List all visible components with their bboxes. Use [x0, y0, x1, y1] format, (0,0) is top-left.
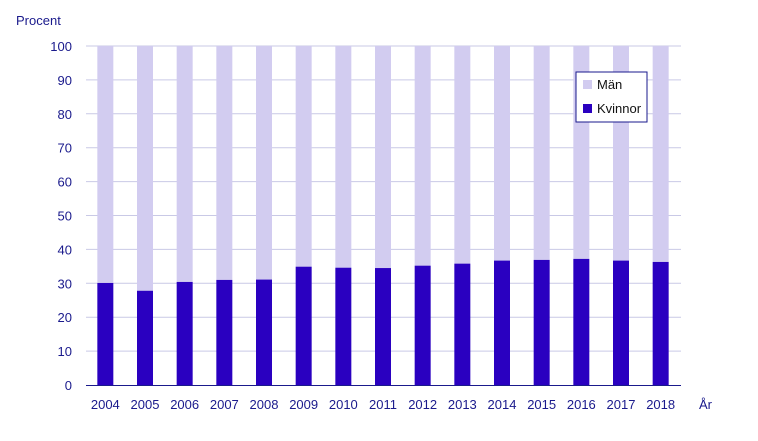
- x-tick-label: 2015: [527, 397, 556, 412]
- bar-kvinnor: [652, 261, 669, 385]
- bar-kvinnor: [375, 268, 391, 385]
- x-tick-labels: 2004 2005 2006 2007 2008 2009 2010 2011 2012 2013…: [91, 397, 675, 412]
- x-axis-label: År: [699, 397, 713, 412]
- bar-man: [414, 46, 431, 266]
- x-tick-label: 2008: [250, 397, 279, 412]
- x-tick-label: 2016: [567, 397, 596, 412]
- x-tick-label: 2012: [408, 397, 437, 412]
- bar-kvinnor: [295, 266, 312, 385]
- bar-kvinnor: [176, 281, 193, 385]
- legend-swatch-man: [583, 80, 592, 89]
- bar-man: [533, 46, 550, 260]
- y-tick-label: 10: [58, 344, 72, 359]
- bar-kvinnor: [137, 290, 153, 385]
- y-tick-label: 70: [58, 141, 72, 156]
- bar-kvinnor: [216, 279, 233, 385]
- bar-kvinnor: [256, 279, 272, 385]
- legend: Män Kvinnor: [575, 71, 648, 123]
- bar-kvinnor: [573, 258, 590, 385]
- bar-man: [494, 46, 510, 261]
- y-tick-label: 90: [58, 73, 72, 88]
- x-tick-label: 2007: [210, 397, 239, 412]
- y-tick-label: 40: [58, 242, 72, 257]
- bars: [97, 46, 669, 385]
- bar-kvinnor: [613, 260, 629, 385]
- bar-man: [256, 46, 272, 280]
- bar-man: [137, 46, 153, 291]
- bar-man: [295, 46, 312, 267]
- legend-label-man: Män: [597, 77, 622, 92]
- bar-kvinnor: [97, 282, 114, 385]
- bar-man: [176, 46, 193, 282]
- bar-man: [97, 46, 114, 283]
- x-tick-label: 2017: [607, 397, 636, 412]
- legend-swatch-kvinnor: [583, 104, 592, 113]
- bar-kvinnor: [335, 267, 352, 385]
- bar-kvinnor: [494, 260, 510, 385]
- x-tick-label: 2014: [488, 397, 517, 412]
- bar-man: [652, 46, 669, 262]
- x-tick-label: 2004: [91, 397, 120, 412]
- x-tick-label: 2018: [646, 397, 675, 412]
- y-tick-labels: 0 10 20 30 40 50 60 70 80 90 100: [50, 39, 72, 393]
- y-tick-label: 100: [50, 39, 72, 54]
- x-tick-label: 2009: [289, 397, 318, 412]
- x-tick-label: 2010: [329, 397, 358, 412]
- bar-man: [335, 46, 352, 268]
- y-tick-label: 20: [58, 310, 72, 325]
- bar-man: [454, 46, 471, 264]
- bar-kvinnor: [533, 259, 550, 385]
- bar-kvinnor: [414, 265, 431, 385]
- x-tick-label: 2013: [448, 397, 477, 412]
- y-tick-label: 80: [58, 107, 72, 122]
- x-tick-label: 2006: [170, 397, 199, 412]
- bar-kvinnor: [454, 263, 471, 385]
- y-tick-label: 0: [65, 378, 72, 393]
- y-tick-label: 50: [58, 209, 72, 224]
- bar-man: [375, 46, 391, 269]
- legend-label-kvinnor: Kvinnor: [597, 101, 642, 116]
- bar-man: [216, 46, 233, 280]
- y-axis-label: Procent: [16, 13, 61, 28]
- y-tick-label: 60: [58, 175, 72, 190]
- y-tick-label: 30: [58, 276, 72, 291]
- x-tick-label: 2005: [131, 397, 160, 412]
- x-tick-label: 2011: [369, 397, 397, 412]
